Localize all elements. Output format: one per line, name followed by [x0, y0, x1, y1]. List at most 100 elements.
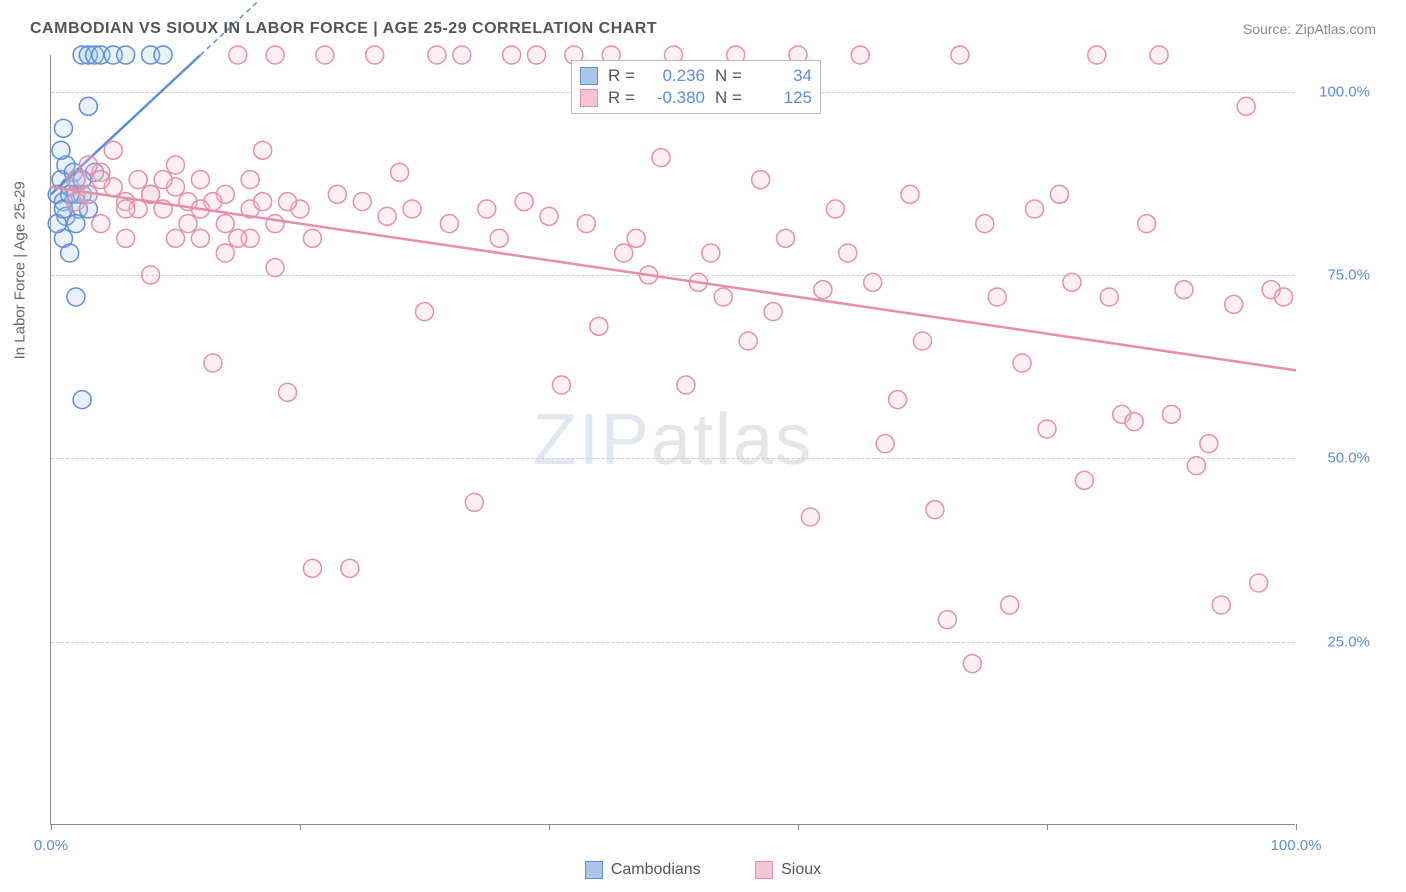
data-point	[540, 207, 558, 225]
data-point	[914, 332, 932, 350]
data-point	[54, 119, 72, 137]
data-point	[752, 171, 770, 189]
x-tick	[1296, 824, 1297, 830]
data-point	[528, 46, 546, 64]
y-tick-label: 75.0%	[1305, 267, 1370, 284]
correlation-legend-row: R = -0.380 N = 125	[580, 87, 812, 109]
y-tick-label: 100.0%	[1305, 83, 1370, 100]
legend-swatch-sioux	[580, 89, 598, 107]
data-point	[191, 171, 209, 189]
legend-swatch-sioux	[755, 861, 773, 879]
data-point	[92, 215, 110, 233]
data-point	[316, 46, 334, 64]
data-point	[951, 46, 969, 64]
r-label: R =	[608, 88, 640, 108]
data-point	[926, 501, 944, 519]
data-point	[216, 244, 234, 262]
data-point	[552, 376, 570, 394]
legend-swatch-cambodians	[585, 861, 603, 879]
scatter-svg	[51, 55, 1295, 824]
data-point	[465, 493, 483, 511]
r-label: R =	[608, 66, 640, 86]
data-point	[52, 141, 70, 159]
data-point	[117, 46, 135, 64]
data-point	[79, 156, 97, 174]
data-point	[391, 163, 409, 181]
data-point	[1026, 200, 1044, 218]
data-point	[229, 46, 247, 64]
n-value-cambodians: 34	[757, 66, 812, 86]
data-point	[204, 354, 222, 372]
data-point	[378, 207, 396, 225]
data-point	[1237, 97, 1255, 115]
data-point	[303, 229, 321, 247]
chart-title: CAMBODIAN VS SIOUX IN LABOR FORCE | AGE …	[30, 20, 657, 38]
data-point	[503, 46, 521, 64]
data-point	[67, 288, 85, 306]
data-point	[73, 391, 91, 409]
y-tick-label: 50.0%	[1305, 450, 1370, 467]
data-point	[826, 200, 844, 218]
data-point	[453, 46, 471, 64]
data-point	[901, 185, 919, 203]
data-point	[764, 303, 782, 321]
header: CAMBODIAN VS SIOUX IN LABOR FORCE | AGE …	[30, 20, 1376, 38]
plot-area: ZIPatlas 25.0%50.0%75.0%100.0% 0.0%100.0…	[50, 55, 1295, 825]
data-point	[1225, 295, 1243, 313]
data-point	[266, 46, 284, 64]
legend-swatch-cambodians	[580, 67, 598, 85]
correlation-legend: R = 0.236 N = 34 R = -0.380 N = 125	[571, 60, 821, 114]
data-point	[702, 244, 720, 262]
data-point	[577, 215, 595, 233]
data-point	[117, 200, 135, 218]
data-point	[241, 171, 259, 189]
data-point	[988, 288, 1006, 306]
data-point	[328, 185, 346, 203]
legend-label-sioux: Sioux	[781, 861, 821, 879]
data-point	[839, 244, 857, 262]
data-point	[216, 215, 234, 233]
data-point	[154, 171, 172, 189]
x-tick	[798, 824, 799, 830]
data-point	[1050, 185, 1068, 203]
data-point	[963, 655, 981, 673]
data-point	[976, 215, 994, 233]
data-point	[67, 171, 85, 189]
data-point	[303, 559, 321, 577]
data-point	[129, 171, 147, 189]
r-value-cambodians: 0.236	[650, 66, 705, 86]
data-point	[1075, 471, 1093, 489]
data-point	[1200, 435, 1218, 453]
x-tick	[1047, 824, 1048, 830]
y-axis-label: In Labor Force | Age 25-29	[12, 181, 29, 359]
x-tick	[300, 824, 301, 830]
data-point	[117, 229, 135, 247]
data-point	[179, 215, 197, 233]
data-point	[79, 97, 97, 115]
data-point	[266, 215, 284, 233]
data-point	[627, 229, 645, 247]
data-point	[777, 229, 795, 247]
data-point	[615, 244, 633, 262]
legend-label-cambodians: Cambodians	[611, 861, 701, 879]
data-point	[440, 215, 458, 233]
data-point	[353, 193, 371, 211]
data-point	[590, 317, 608, 335]
n-value-sioux: 125	[757, 88, 812, 108]
data-point	[889, 391, 907, 409]
n-label: N =	[715, 66, 747, 86]
data-point	[154, 46, 172, 64]
legend-item-sioux: Sioux	[755, 861, 821, 879]
x-tick-label: 100.0%	[1271, 837, 1322, 854]
n-label: N =	[715, 88, 747, 108]
data-point	[1163, 405, 1181, 423]
data-point	[428, 46, 446, 64]
data-point	[714, 288, 732, 306]
data-point	[1187, 457, 1205, 475]
source-attribution: Source: ZipAtlas.com	[1243, 21, 1376, 37]
data-point	[1212, 596, 1230, 614]
data-point	[1150, 46, 1168, 64]
chart-container: CAMBODIAN VS SIOUX IN LABOR FORCE | AGE …	[0, 0, 1406, 892]
data-point	[515, 193, 533, 211]
data-point	[254, 193, 272, 211]
